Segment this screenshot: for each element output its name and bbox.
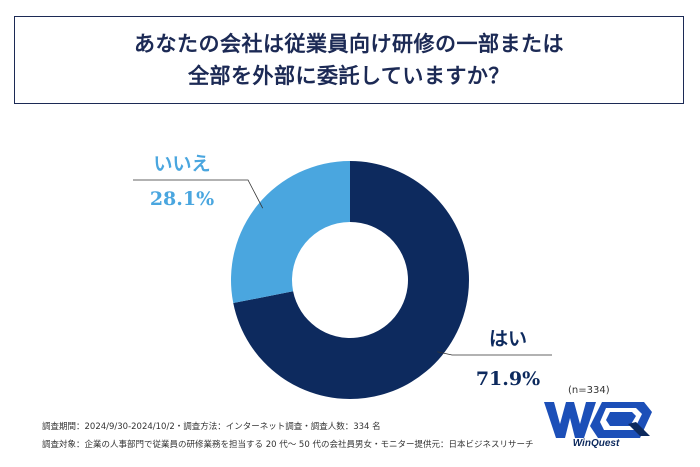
logo-mark — [544, 402, 652, 438]
slice-value-0: 71.9% — [476, 368, 540, 390]
donut-slice-1 — [231, 161, 350, 304]
logo-text: WinQuest — [573, 438, 620, 448]
slice-label-0: はい — [489, 328, 527, 350]
title-line-1: あなたの会社は従業員向け研修の一部または — [134, 31, 564, 56]
slice-label-1: いいえ — [153, 153, 210, 175]
leader-line-1 — [133, 179, 264, 209]
title-box: あなたの会社は従業員向け研修の一部または 全部を外部に委託していますか？ — [14, 16, 684, 104]
slice-value-1: 28.1% — [150, 188, 214, 210]
footer-survey-target: 調査対象：企業の人事部門で従業員の研修業務を担当する 20 代～ 50 代の会社… — [42, 440, 534, 450]
footer-survey-info: 調査期間：2024/9/30-2024/10/2・調査方法：インターネット調査・… — [42, 422, 381, 432]
sample-size: (n=334) — [568, 385, 610, 396]
donut-slice-0 — [233, 161, 470, 399]
title-line-2: 全部を外部に委託していますか？ — [188, 63, 510, 88]
leader-line-0 — [437, 351, 552, 356]
winquest-logo: WinQuest — [544, 402, 652, 448]
